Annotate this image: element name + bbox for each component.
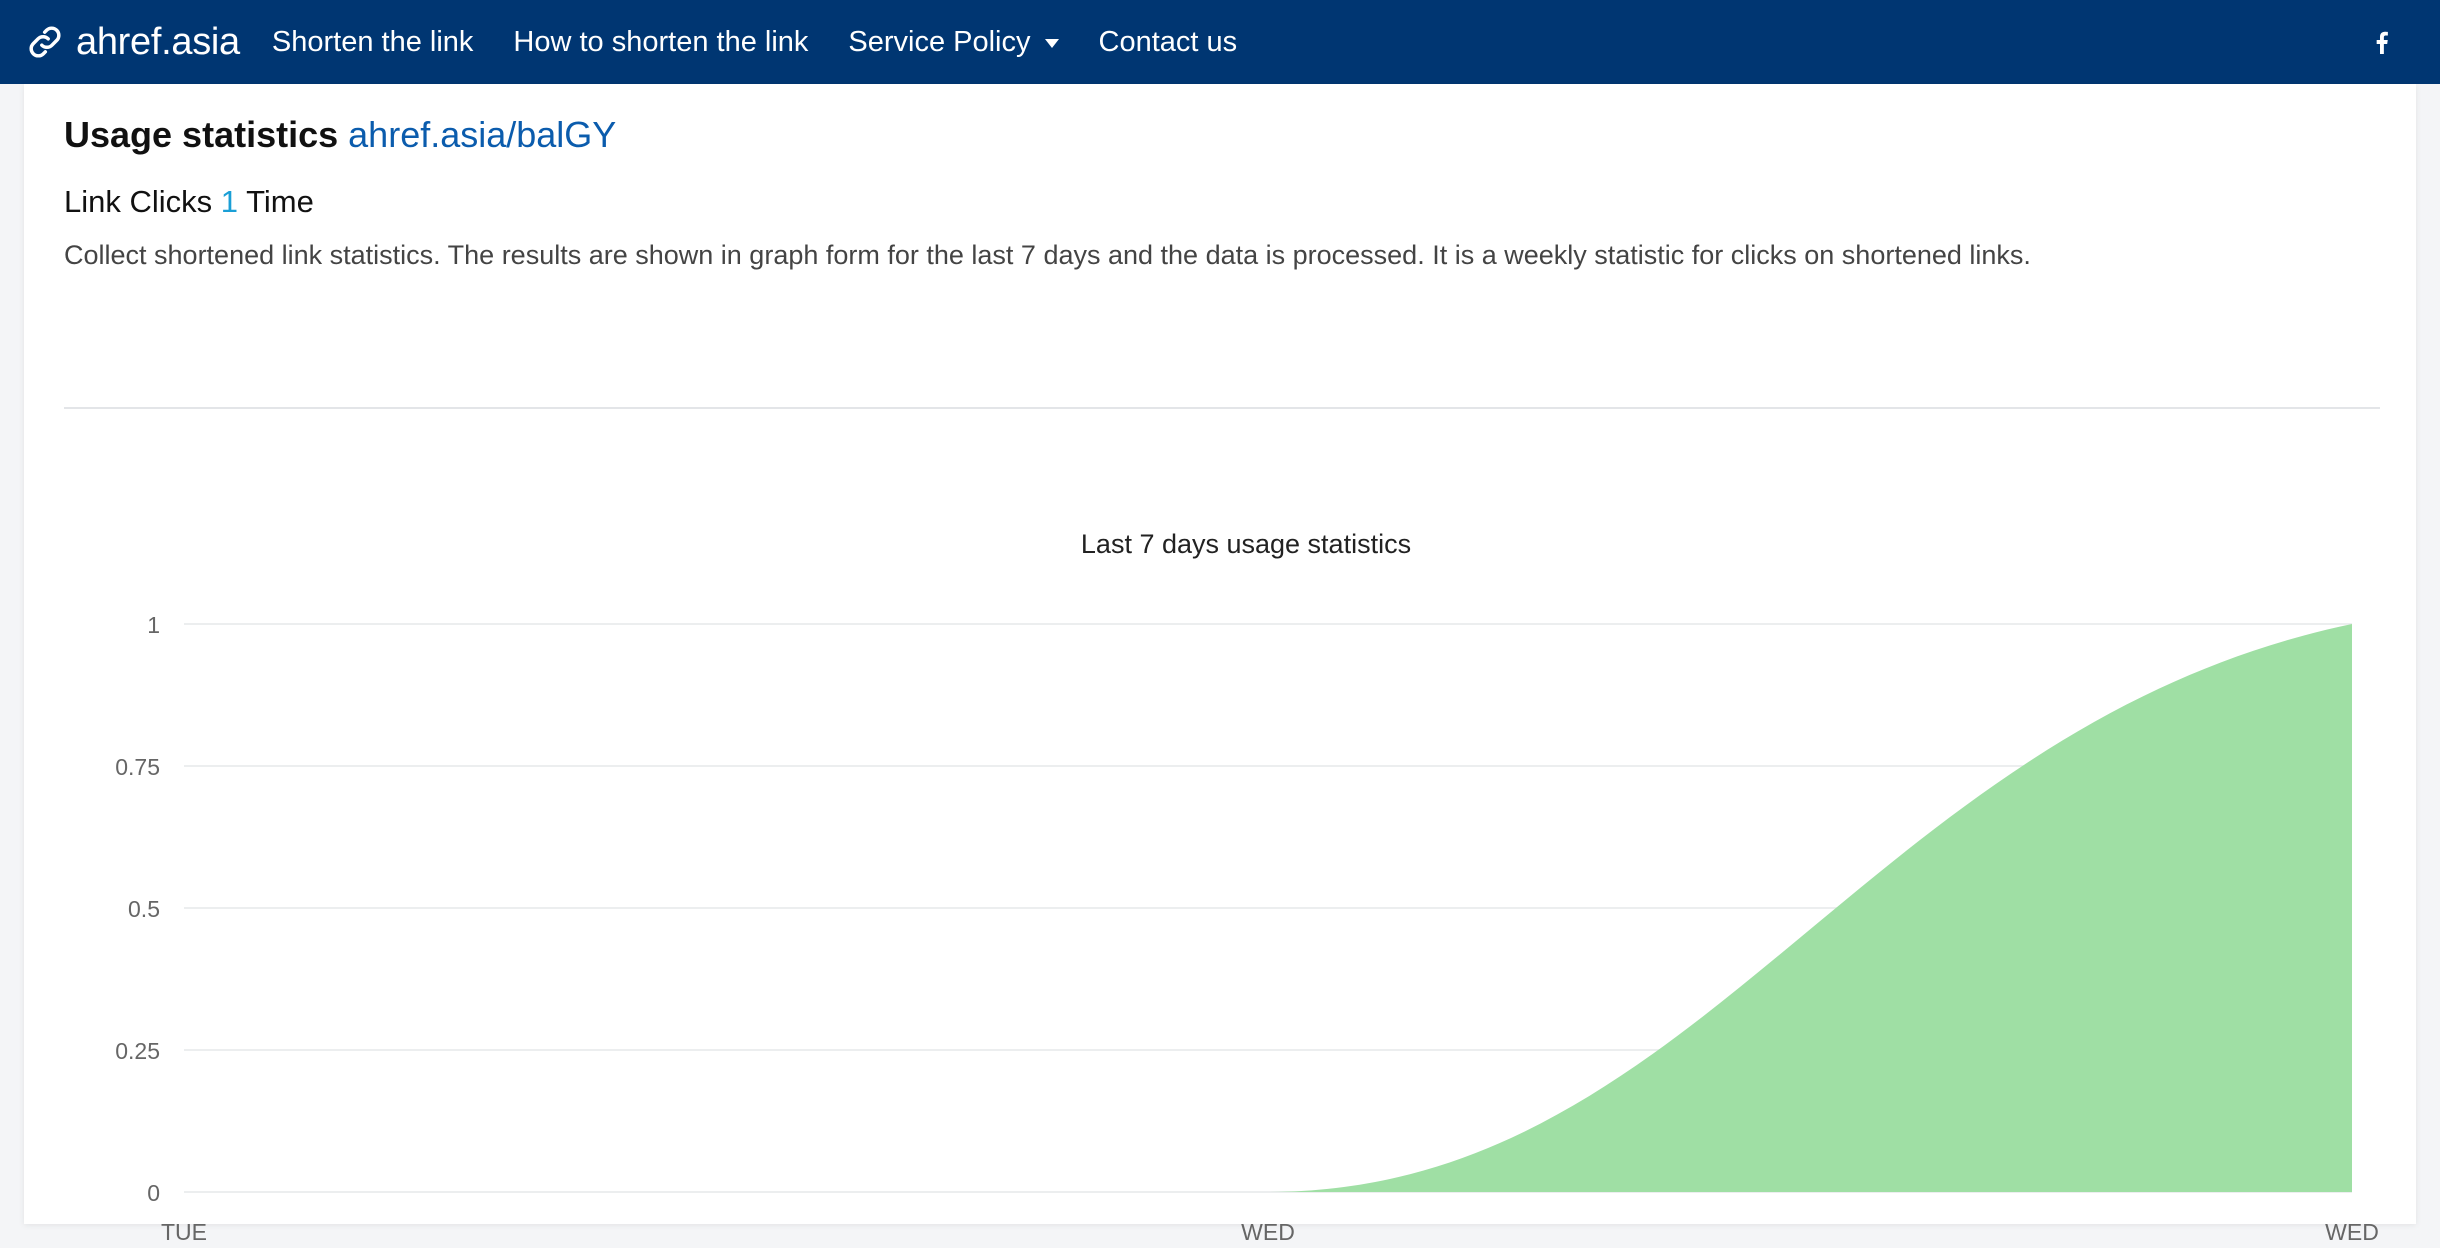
nav-service-policy-dropdown[interactable]: Service Policy bbox=[848, 25, 1059, 59]
chart-title: Last 7 days usage statistics bbox=[1081, 529, 1411, 559]
link-icon bbox=[29, 26, 61, 58]
y-tick-label: 0 bbox=[147, 1180, 160, 1206]
nav-menu: Shorten the link How to shorten the link… bbox=[272, 26, 1277, 59]
page-title: Usage statistics ahref.asia/balGY bbox=[64, 114, 616, 156]
short-link[interactable]: ahref.asia/balGY bbox=[348, 114, 617, 155]
y-tick-label: 0.25 bbox=[115, 1038, 160, 1064]
y-tick-label: 1 bbox=[147, 612, 160, 638]
x-tick-label: WED bbox=[1241, 1219, 1295, 1244]
title-text: Usage statistics bbox=[64, 114, 339, 155]
divider bbox=[64, 407, 2380, 409]
x-tick-label: TUE bbox=[161, 1219, 207, 1244]
x-axis: TUE WED WED bbox=[161, 1219, 2379, 1244]
navbar: ahref.asia Shorten the link How to short… bbox=[0, 0, 2440, 84]
facebook-icon[interactable] bbox=[2366, 26, 2398, 58]
x-tick-label: WED bbox=[2325, 1219, 2379, 1244]
nav-contact-us[interactable]: Contact us bbox=[1098, 25, 1238, 58]
nav-shorten-link[interactable]: Shorten the link bbox=[271, 25, 474, 58]
area-series bbox=[184, 624, 2352, 1192]
description: Collect shortened link statistics. The r… bbox=[64, 240, 2031, 270]
click-count: Link Clicks 1 Time bbox=[64, 184, 314, 220]
clicks-number: 1 bbox=[220, 184, 239, 219]
usage-chart: Last 7 days usage statistics 0 0.25 0.5 0.7… bbox=[115, 529, 2379, 1244]
y-tick-label: 0.5 bbox=[128, 896, 160, 922]
nav-service-policy-label: Service Policy bbox=[848, 25, 1031, 58]
clicks-suffix: Time bbox=[246, 184, 314, 219]
y-tick-label: 0.75 bbox=[115, 754, 160, 780]
brand-link[interactable]: ahref.asia bbox=[26, 21, 240, 64]
statistics-card: Usage statistics ahref.asia/balGY Link C… bbox=[24, 84, 2416, 1244]
caret-down-icon bbox=[1044, 38, 1059, 48]
brand-name: ahref.asia bbox=[76, 20, 240, 63]
y-axis: 0 0.25 0.5 0.75 1 bbox=[115, 612, 160, 1206]
clicks-prefix: Link Clicks bbox=[64, 184, 213, 219]
nav-how-to-shorten[interactable]: How to shorten the link bbox=[513, 25, 809, 58]
